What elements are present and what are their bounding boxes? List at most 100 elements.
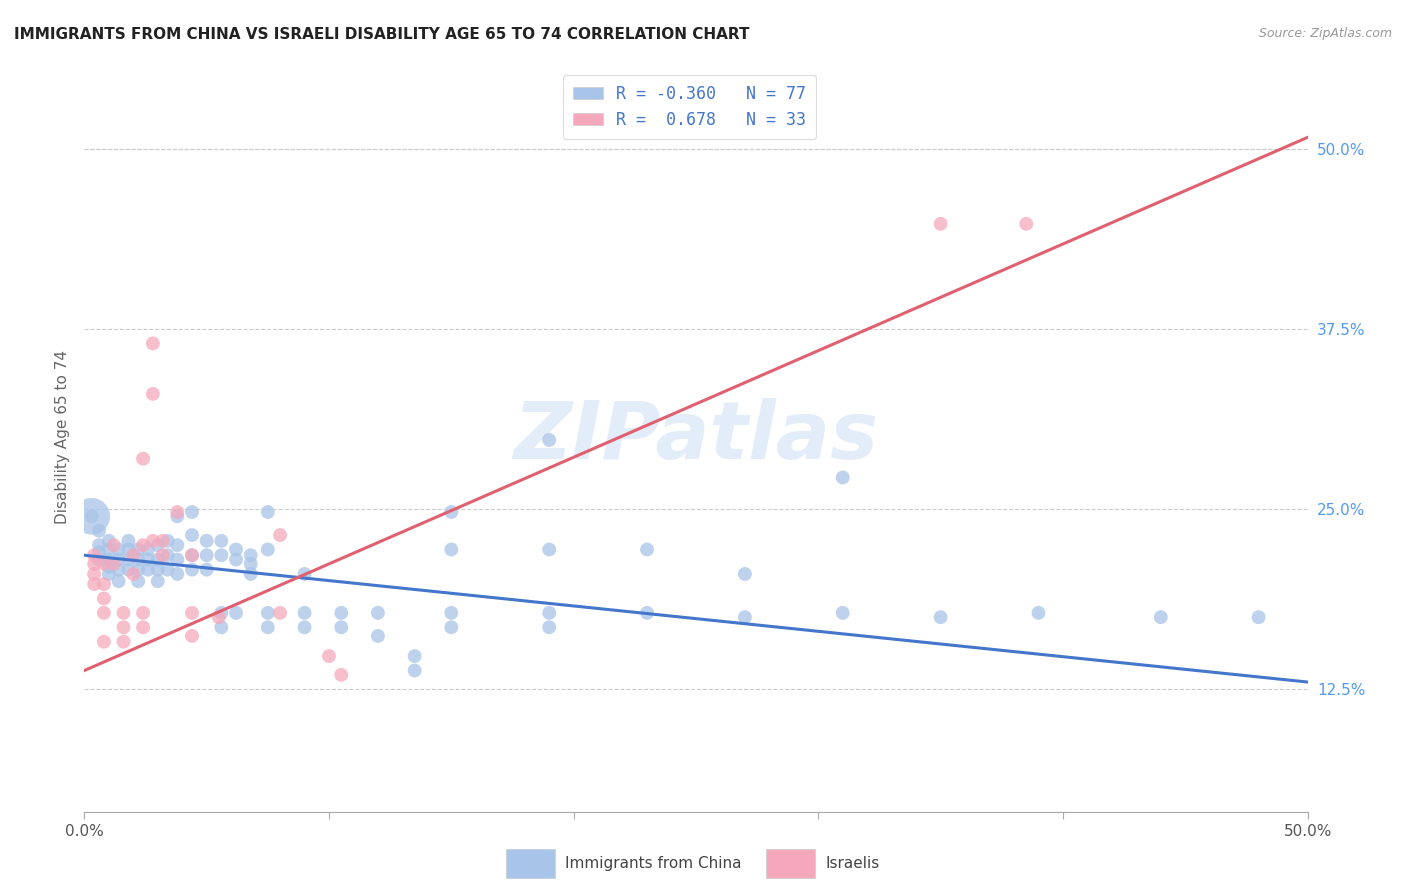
Point	[1028, 606, 1050, 620]
Point	[127, 542, 149, 557]
Point	[181, 548, 204, 562]
Point	[142, 387, 165, 401]
Point	[831, 606, 853, 620]
Text: Immigrants from China: Immigrants from China	[565, 855, 742, 871]
Point	[367, 606, 389, 620]
Point	[294, 606, 316, 620]
Text: ZIPatlas: ZIPatlas	[513, 398, 879, 476]
Point	[132, 451, 155, 466]
Point	[181, 528, 204, 542]
Point	[440, 620, 463, 634]
Point	[80, 509, 103, 524]
Point	[103, 538, 125, 552]
Point	[404, 664, 426, 678]
Point	[83, 557, 105, 571]
Point	[367, 629, 389, 643]
Point	[538, 606, 561, 620]
Point	[440, 606, 463, 620]
Point	[166, 509, 188, 524]
Point	[107, 552, 129, 566]
Point	[166, 566, 188, 581]
Point	[208, 610, 231, 624]
Point	[538, 542, 561, 557]
Point	[156, 563, 179, 577]
Point	[404, 649, 426, 664]
Point	[127, 574, 149, 589]
Point	[156, 533, 179, 548]
Point	[146, 563, 169, 577]
Point	[734, 610, 756, 624]
Point	[97, 566, 120, 581]
Text: IMMIGRANTS FROM CHINA VS ISRAELI DISABILITY AGE 65 TO 74 CORRELATION CHART: IMMIGRANTS FROM CHINA VS ISRAELI DISABIL…	[14, 27, 749, 42]
Point	[209, 533, 232, 548]
Point	[225, 542, 247, 557]
Point	[166, 538, 188, 552]
Point	[239, 566, 262, 581]
Point	[107, 542, 129, 557]
Point	[269, 528, 291, 542]
Point	[269, 606, 291, 620]
Point	[107, 574, 129, 589]
Point	[166, 505, 188, 519]
FancyBboxPatch shape	[766, 848, 815, 878]
Y-axis label: Disability Age 65 to 74: Disability Age 65 to 74	[55, 350, 70, 524]
Point	[132, 620, 155, 634]
Point	[127, 552, 149, 566]
Point	[97, 542, 120, 557]
Point	[117, 552, 139, 566]
Point	[225, 552, 247, 566]
Point	[122, 566, 145, 581]
Point	[103, 557, 125, 571]
Point	[136, 552, 159, 566]
Point	[195, 563, 218, 577]
Point	[1150, 610, 1173, 624]
Point	[146, 574, 169, 589]
Point	[257, 505, 280, 519]
Point	[146, 538, 169, 552]
Point	[117, 563, 139, 577]
Point	[181, 606, 204, 620]
Point	[330, 668, 353, 682]
Point	[538, 620, 561, 634]
Point	[239, 548, 262, 562]
Point	[929, 217, 952, 231]
Point	[257, 606, 280, 620]
Point	[734, 566, 756, 581]
Point	[97, 533, 120, 548]
Point	[152, 548, 174, 562]
Point	[132, 538, 155, 552]
Point	[166, 552, 188, 566]
Point	[127, 563, 149, 577]
Point	[136, 563, 159, 577]
Point	[294, 566, 316, 581]
Point	[636, 542, 658, 557]
Point	[87, 538, 110, 552]
Point	[181, 629, 204, 643]
Point	[181, 548, 204, 562]
Point	[112, 606, 135, 620]
Point	[146, 552, 169, 566]
Point	[93, 634, 115, 648]
Point	[132, 606, 155, 620]
Point	[225, 606, 247, 620]
Point	[97, 552, 120, 566]
Point	[181, 505, 204, 519]
Point	[112, 634, 135, 648]
Point	[257, 542, 280, 557]
Point	[93, 577, 115, 591]
Point	[93, 591, 115, 606]
Point	[440, 505, 463, 519]
Point	[318, 649, 340, 664]
Point	[636, 606, 658, 620]
Point	[93, 606, 115, 620]
Point	[136, 542, 159, 557]
Point	[117, 533, 139, 548]
Point	[87, 524, 110, 538]
Point	[195, 548, 218, 562]
Point	[209, 606, 232, 620]
Point	[257, 620, 280, 634]
Point	[209, 548, 232, 562]
Point	[1247, 610, 1270, 624]
Point	[195, 533, 218, 548]
Point	[122, 548, 145, 562]
